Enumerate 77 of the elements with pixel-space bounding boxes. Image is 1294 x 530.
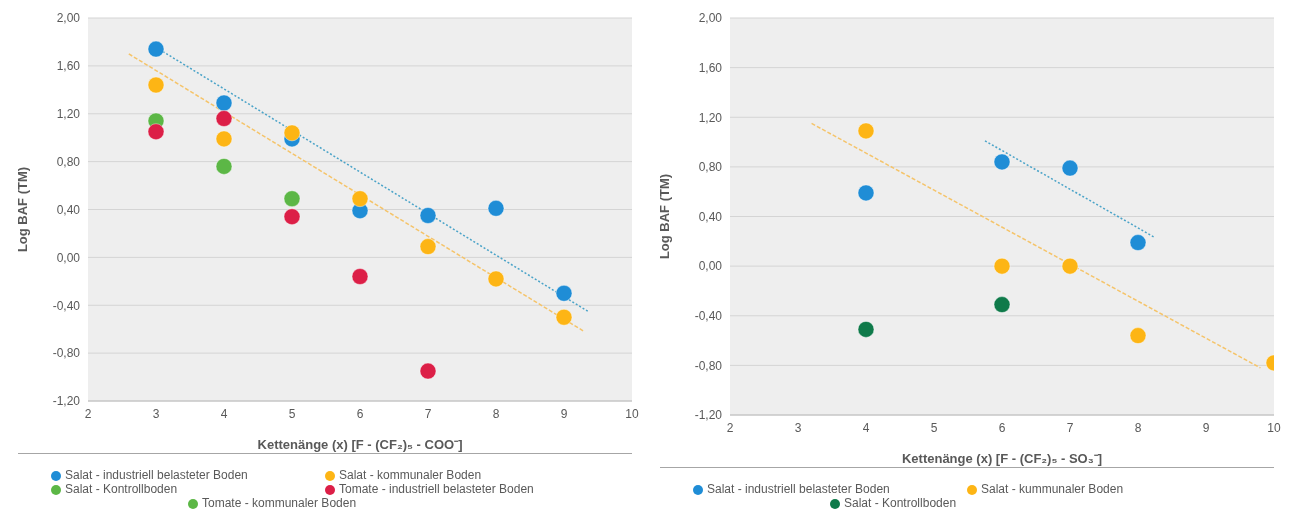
- point: [419, 362, 437, 380]
- point: [147, 76, 165, 94]
- point: [215, 110, 233, 128]
- y-tick-label: -0,40: [52, 298, 81, 313]
- point: [1129, 234, 1147, 252]
- x-tick-label: 7: [424, 406, 432, 421]
- x-tick-label: 2: [84, 406, 92, 421]
- y-tick-label: 0,40: [56, 202, 81, 217]
- y-tick-label: 1,20: [56, 107, 81, 122]
- x-tick-label: 6: [356, 406, 364, 421]
- point: [419, 206, 437, 224]
- point: [283, 208, 301, 226]
- point: [147, 40, 165, 58]
- y-tick-label: -1,20: [694, 408, 723, 423]
- y-tick-label: 0,00: [698, 259, 723, 274]
- legend-label: Tomate - kommunaler Boden: [202, 496, 358, 510]
- point: [1061, 257, 1079, 275]
- x-tick-label: 8: [1134, 420, 1142, 435]
- y-tick-label: 2,00: [698, 11, 723, 26]
- point: [351, 268, 369, 286]
- y-tick-label: -0,80: [694, 358, 723, 373]
- legend-label: Salat - industriell belasteter Boden: [707, 482, 891, 496]
- x-tick-label: 5: [930, 420, 938, 435]
- x-tick-label: 8: [492, 406, 500, 421]
- y-axis-title: Log BAF (TM): [14, 166, 30, 253]
- y-tick-label: -0,40: [694, 309, 723, 324]
- point: [283, 124, 301, 142]
- point: [215, 157, 233, 175]
- y-axis-title: Log BAF (TM): [656, 173, 672, 260]
- point: [993, 153, 1011, 171]
- point: [283, 190, 301, 208]
- point: [555, 308, 573, 326]
- x-tick-label: 10: [1267, 420, 1281, 435]
- y-tick-label: 1,20: [698, 110, 723, 125]
- x-tick-label: 4: [220, 406, 228, 421]
- legend-label: Salat - Kontrollboden: [65, 482, 179, 496]
- x-tick-label: 9: [560, 406, 568, 421]
- legend-label: Salat - Kontrollboden: [844, 496, 958, 510]
- x-tick-label: 4: [862, 420, 870, 435]
- legend-label: Tomate - industriell belasteter Boden: [339, 482, 535, 496]
- x-tick-label: 2: [726, 420, 734, 435]
- point: [1129, 327, 1147, 345]
- x-tick-label: 3: [152, 406, 160, 421]
- point: [351, 190, 369, 208]
- point: [555, 284, 573, 302]
- point: [487, 199, 505, 217]
- x-tick-label: 10: [625, 406, 639, 421]
- x-axis-title: Kettenänge (x) [F - (CF₂)₅ - COO⁻]: [257, 437, 463, 452]
- y-tick-label: 1,60: [56, 59, 81, 74]
- y-tick-label: -1,20: [52, 394, 81, 409]
- x-tick-label: 5: [288, 406, 296, 421]
- x-tick-label: 7: [1066, 420, 1074, 435]
- point: [857, 184, 875, 202]
- legend-label: Salat - industriell belasteter Boden: [65, 468, 249, 482]
- point: [215, 94, 233, 112]
- x-tick-label: 9: [1202, 420, 1210, 435]
- y-tick-label: 0,80: [56, 154, 81, 169]
- point: [993, 257, 1011, 275]
- point: [1061, 159, 1079, 177]
- x-axis-title: Kettenänge (x) [F - (CF₂)₅ - SO₃⁻]: [901, 451, 1103, 466]
- point: [857, 320, 875, 338]
- x-tick-label: 6: [998, 420, 1006, 435]
- point: [857, 122, 875, 140]
- y-tick-label: -0,80: [52, 346, 81, 361]
- point: [487, 270, 505, 288]
- y-tick-label: 2,00: [56, 11, 81, 26]
- legend-label: Salat - kummunaler Boden: [981, 482, 1125, 496]
- legend-label: Salat - kommunaler Boden: [339, 468, 483, 482]
- x-tick-label: 3: [794, 420, 802, 435]
- y-tick-label: 0,40: [698, 209, 723, 224]
- y-tick-label: 1,60: [698, 60, 723, 75]
- y-tick-label: 0,80: [698, 160, 723, 175]
- y-tick-label: 0,00: [56, 250, 81, 265]
- point: [993, 296, 1011, 314]
- point: [215, 130, 233, 148]
- point: [419, 238, 437, 256]
- point: [147, 123, 165, 141]
